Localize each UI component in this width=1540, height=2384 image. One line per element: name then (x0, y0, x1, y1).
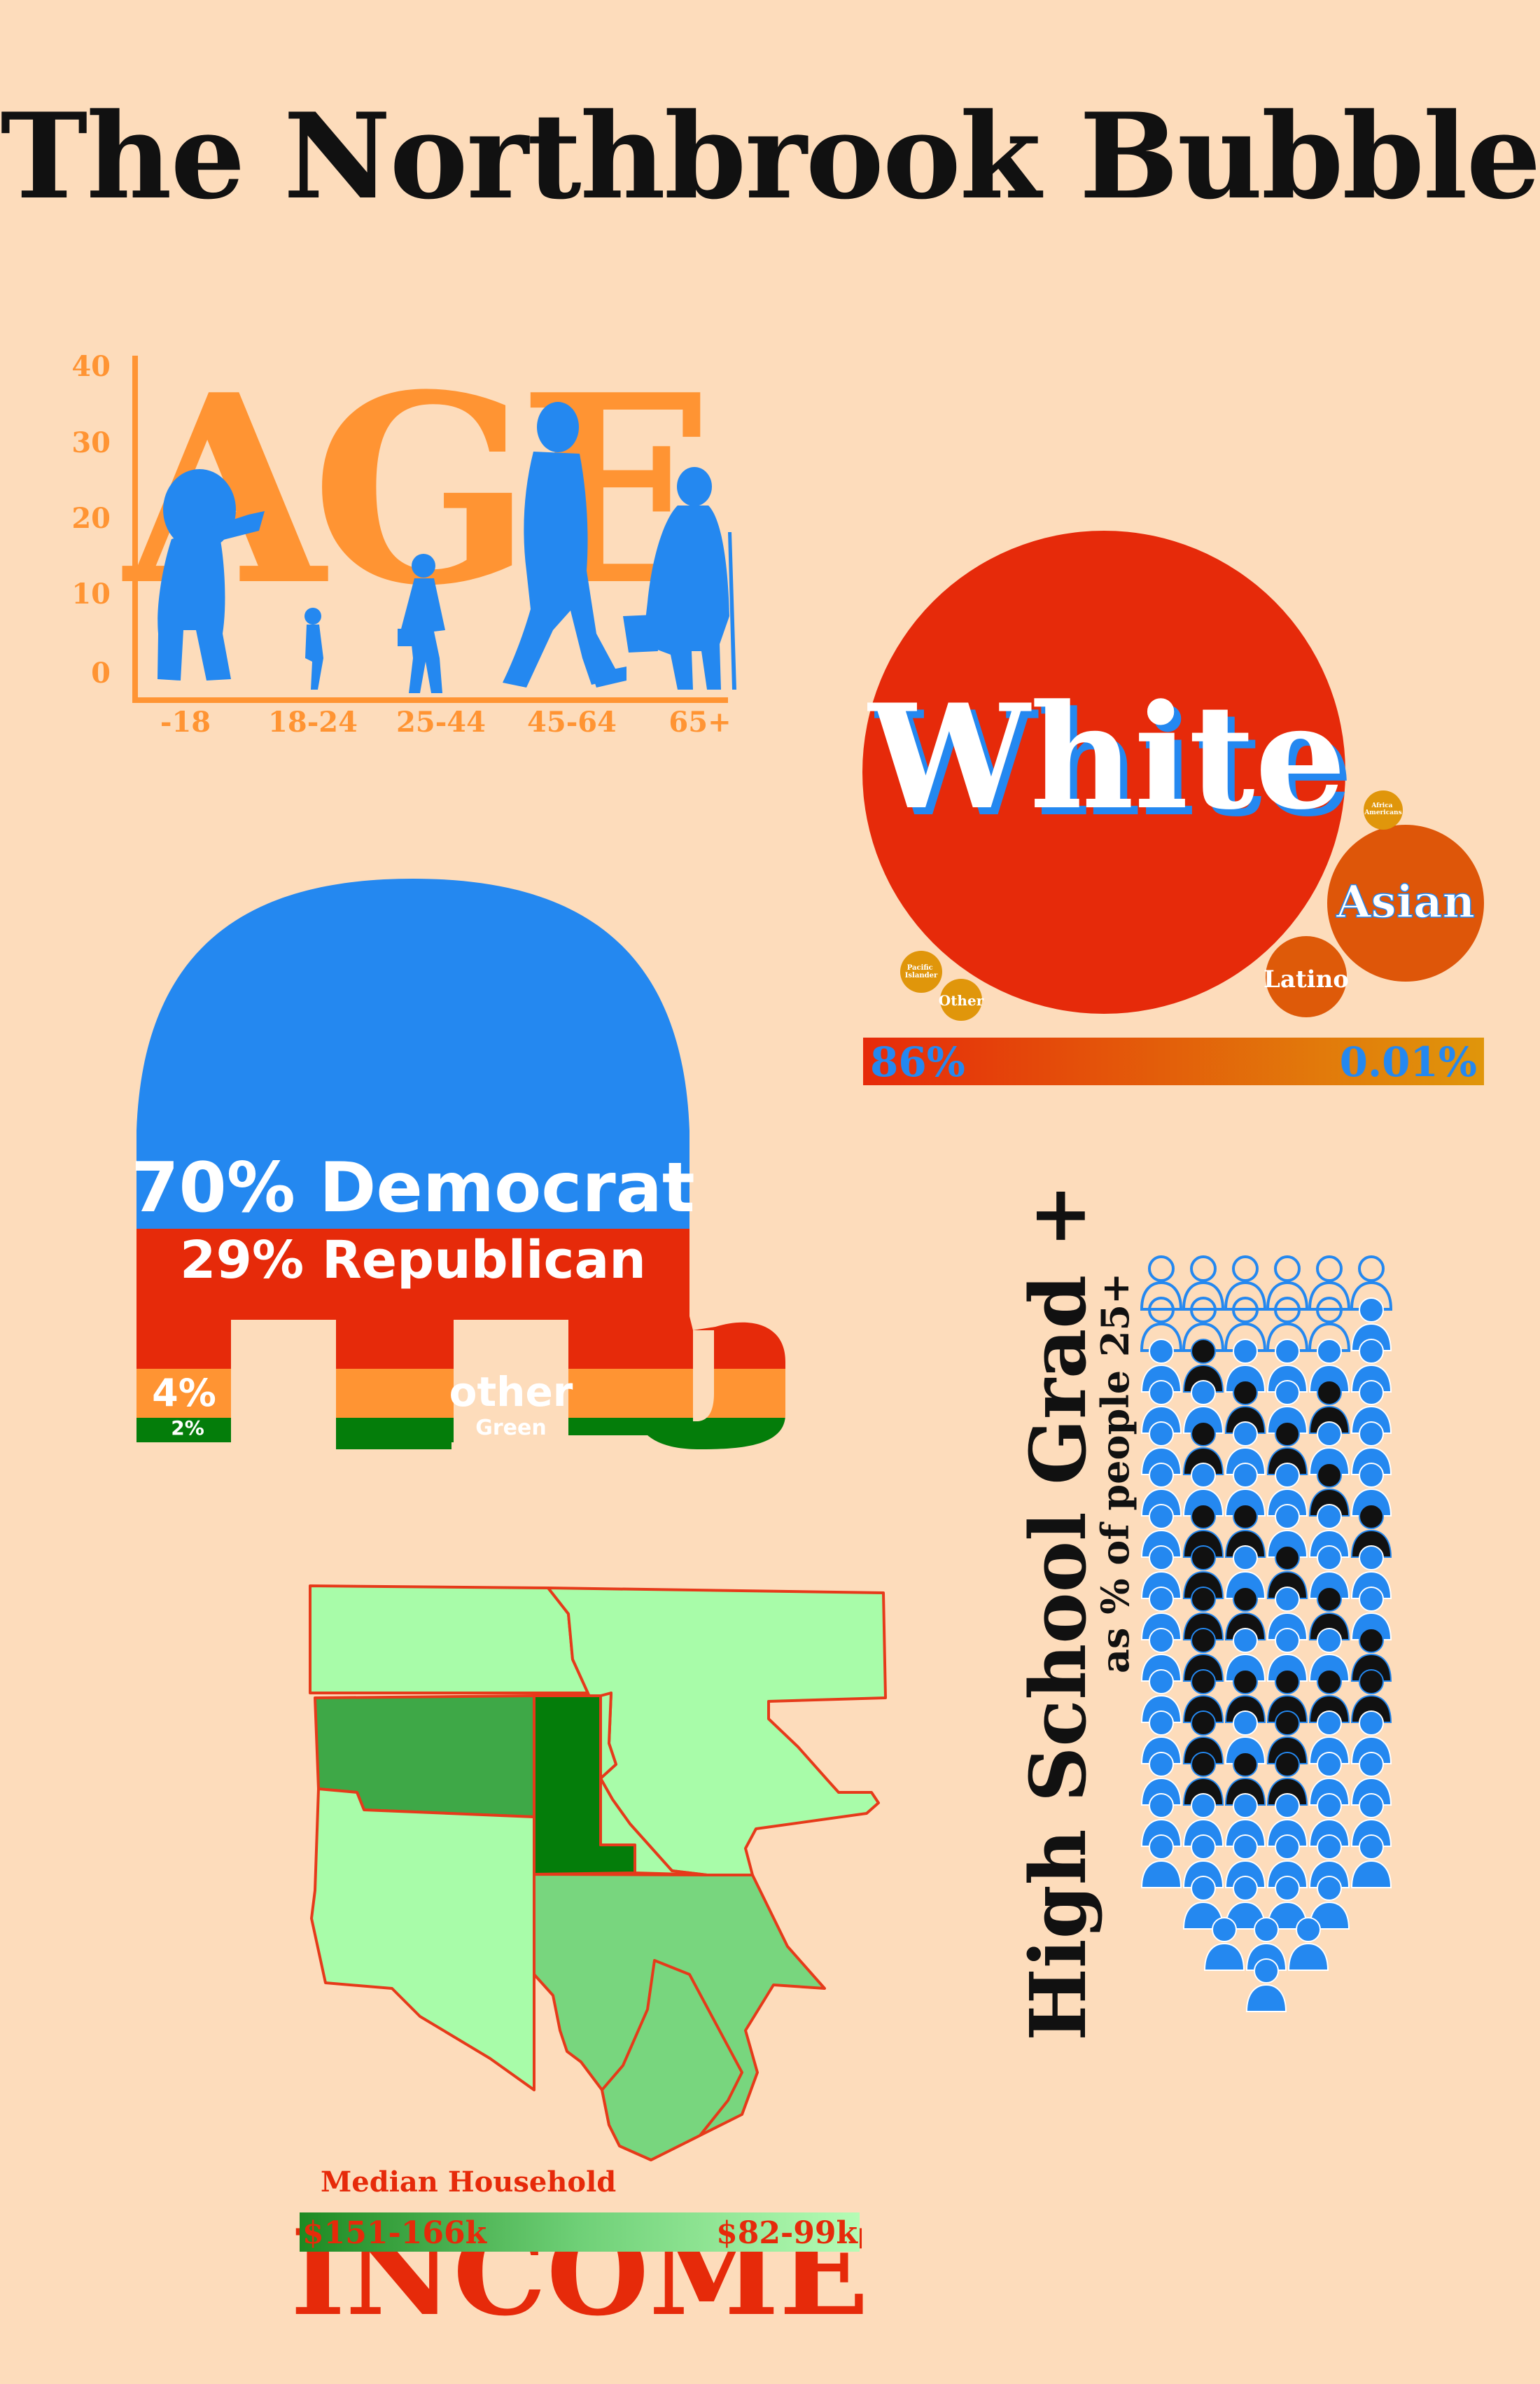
income-map-region-center-light (599, 1692, 708, 1876)
age-x-tick-label: -18 (160, 706, 211, 739)
child-figure-icon (304, 608, 323, 690)
other-race-bubble (940, 979, 982, 1021)
income-scale-bar (300, 2212, 860, 2252)
person-icon (1182, 1255, 1224, 1311)
race-scale-high: 86% (870, 1038, 965, 1086)
politics-section: 70% Democrat 29% Republican 4% other 2% … (131, 879, 785, 1449)
white-label: White (867, 674, 1346, 842)
green-label: Green (475, 1416, 546, 1440)
green-band (136, 1418, 785, 1449)
latino-label: Latino (1264, 966, 1349, 994)
income-legend: INCOME Median Household $151-166k $82-99… (290, 2166, 869, 2342)
pacific-islander-bubble (900, 951, 942, 993)
adult-figure-icon (398, 554, 445, 693)
republican-label: 29% Republican (180, 1230, 646, 1290)
age-x-tick-label: 18-24 (268, 706, 358, 739)
race-section: White White Asian Latino Africa American… (862, 531, 1484, 1086)
person-icon (1224, 1255, 1266, 1311)
baby-figure-icon (158, 469, 265, 681)
income-map-region-southwest (310, 1787, 536, 2091)
other-pct-label: 4% (152, 1371, 216, 1415)
african-americans-label-line: Africa (1371, 802, 1392, 809)
income-section (309, 1584, 887, 2161)
white-bubble (862, 531, 1345, 1014)
pacific-islander-label: Pacific Islander (905, 964, 938, 980)
person-icon (1308, 1255, 1350, 1311)
pacific-islander-label-line2: Islander (905, 972, 938, 980)
person-icon (1140, 1255, 1182, 1311)
african-americans-label-line2: Americans (1364, 809, 1401, 816)
education-title: High School Grad + (1013, 1183, 1103, 2041)
income-scale-high: $151-166k (302, 2215, 488, 2251)
income-scale-low: $82-99k (716, 2215, 858, 2251)
latino-bubble (1266, 936, 1347, 1017)
green-pct-label: 2% (171, 1416, 204, 1440)
age-y-tick-label: 10 (71, 578, 111, 611)
age-axis-line (132, 356, 728, 703)
person-icon (1266, 1255, 1308, 1311)
age-y-tick-label: 40 (71, 350, 111, 383)
age-figures (158, 402, 736, 693)
african-americans-bubble (1364, 790, 1403, 830)
pacific-islander-label-line: Pacific (907, 964, 933, 972)
age-x-tick-label: 25-44 (396, 706, 486, 739)
age-y-tick-label: 20 (71, 502, 111, 535)
age-x-tick-label: 45-64 (527, 706, 617, 739)
page-title: The Northbrook Bubble (0, 87, 1539, 225)
democrat-label: 70% Democrat (131, 1148, 694, 1228)
age-axis (132, 356, 728, 703)
white-label-shadow: White (874, 681, 1353, 849)
african-americans-label: Africa Americans (1364, 802, 1401, 816)
other-label: other (449, 1368, 573, 1416)
income-small-label: Median Household (321, 2166, 616, 2198)
age-y-tick-label: 0 (91, 657, 111, 690)
education-subtitle: as % of people 25+ (1093, 1273, 1138, 1673)
race-scale-bar (863, 1038, 1484, 1085)
asian-label: Asian (1336, 876, 1475, 928)
age-y-tick-label: 30 (71, 426, 111, 459)
age-y-tick-labels: 40 30 20 10 0 (71, 350, 111, 690)
race-scale-low: 0.01% (1340, 1038, 1477, 1086)
age-x-tick-label: 65+ (668, 706, 731, 739)
elderly-figure-icon (623, 467, 736, 690)
asian-bubble (1327, 825, 1484, 982)
income-map-region-south-tip (601, 1959, 743, 2161)
walking-man-figure-icon (503, 402, 626, 688)
education-pictogram (1140, 1255, 1392, 2012)
age-x-tick-labels: -18 18-24 25-44 45-64 65+ (160, 706, 732, 739)
other-race-label: Other (939, 992, 984, 1009)
education-section: High School Grad + as % of people 25+ (1013, 1183, 1392, 2041)
